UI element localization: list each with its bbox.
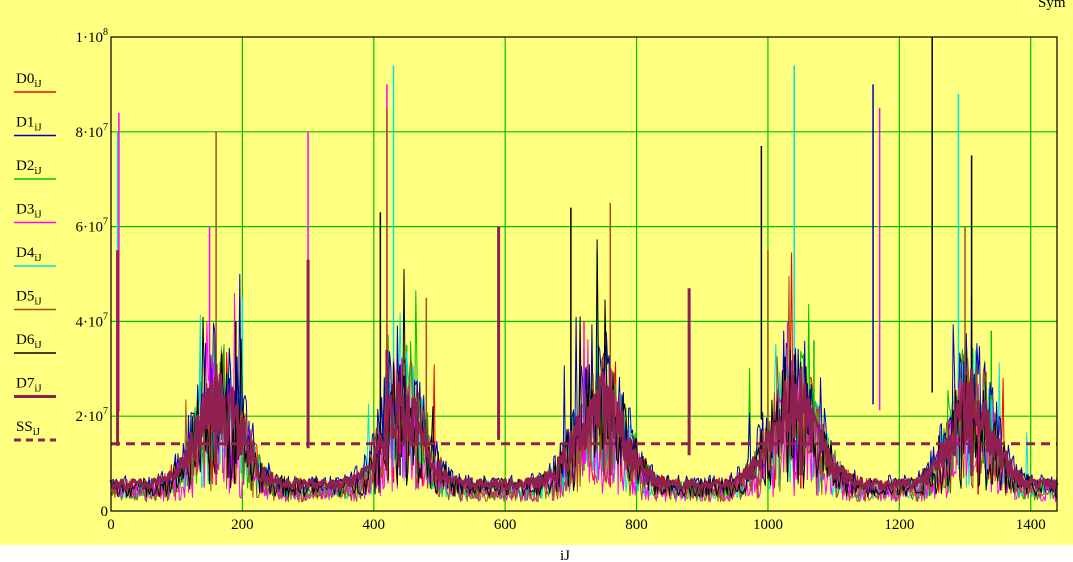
- legend-label-d4: D4iJ: [16, 245, 42, 264]
- x-tick-label-1: 200: [231, 517, 254, 533]
- x-tick-label-7: 1400: [1016, 517, 1046, 533]
- x-tick-label-5: 1000: [753, 517, 783, 533]
- legend-label-d0: D0iJ: [16, 71, 42, 90]
- x-tick-label-0: 0: [107, 517, 115, 533]
- series-lines: [109, 37, 1059, 503]
- legend-label-ss: SSiJ: [16, 419, 41, 438]
- plot-frame: [110, 36, 1058, 512]
- plot-border: [110, 36, 1058, 512]
- corner-text: Sym: [1038, 0, 1066, 11]
- y-tick-label-5: 1·108: [76, 27, 109, 46]
- y-tick-label-4: 8·107: [76, 122, 109, 141]
- legend-label-d7: D7iJ: [16, 376, 42, 395]
- x-tick-label-3: 600: [494, 517, 517, 533]
- y-tick-labels: 0 2·107 4·107 6·107 8·107 1·108: [76, 27, 109, 520]
- chart-background: [0, 0, 1073, 545]
- legend-label-d6: D6iJ: [16, 332, 42, 351]
- series-line-d7: [109, 372, 1059, 491]
- x-tick-label-6: 1200: [884, 517, 914, 533]
- legend-label-d1: D1iJ: [16, 115, 42, 134]
- legend-label-d5: D5iJ: [16, 289, 42, 308]
- legend-label-d3: D3iJ: [16, 202, 42, 221]
- x-tick-label-4: 800: [625, 517, 648, 533]
- x-tick-labels: 0 200 400 600 800 1000 1200 1400: [107, 517, 1045, 533]
- x-axis-label: iJ: [560, 548, 570, 562]
- cover-bar: [0, 547, 490, 562]
- legend: D0iJ D1iJ D2iJ D3iJ D4iJ D5iJ D6iJ D7iJ SSiJ: [14, 71, 56, 442]
- legend-label-d2: D2iJ: [16, 158, 42, 177]
- y-tick-label-3: 6·107: [76, 217, 109, 236]
- x-tick-label-2: 400: [363, 517, 386, 533]
- y-tick-label-2: 4·107: [76, 311, 109, 330]
- y-tick-label-1: 2·107: [76, 406, 109, 425]
- y-tick-label-0: 0: [101, 504, 109, 520]
